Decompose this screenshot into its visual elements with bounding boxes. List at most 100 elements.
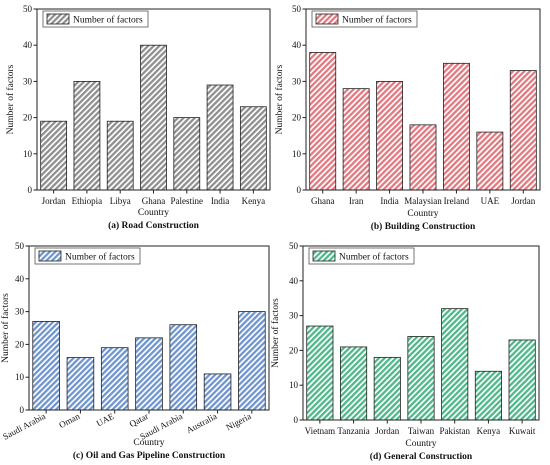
bar-1-1 xyxy=(40,120,68,191)
y-tick-label: 40 xyxy=(289,276,299,286)
bar-4-1 xyxy=(306,325,334,421)
y-tick-label: 20 xyxy=(23,113,33,123)
x-tick-label: Vietnam xyxy=(305,426,335,436)
y-tick-label: 0 xyxy=(297,185,302,195)
y-tick-label: 50 xyxy=(289,241,299,251)
x-axis-title: Country xyxy=(133,438,164,448)
y-axis-title: Number of factors xyxy=(270,298,281,368)
bar-3-1 xyxy=(32,321,60,411)
x-tick-label: Jordan xyxy=(511,196,535,206)
x-tick-label: Taiwan xyxy=(408,426,435,436)
x-tick-label: Saudi Arabia xyxy=(1,411,47,442)
x-axis-title: Country xyxy=(138,208,169,218)
chart-caption: (a) Road Construction xyxy=(108,220,199,231)
x-tick-label: Ghana xyxy=(311,196,335,206)
y-tick-label: 10 xyxy=(292,149,302,159)
bar-4-2 xyxy=(340,346,368,421)
bar-1-6 xyxy=(206,84,234,191)
bar-3-7 xyxy=(238,311,266,411)
bar-3-6 xyxy=(203,373,232,411)
x-tick-label: Nigeria xyxy=(224,411,253,433)
x-tick-label: Palestine xyxy=(171,196,204,206)
y-tick-label: 20 xyxy=(289,345,299,355)
x-tick-label: Ireland xyxy=(444,196,470,206)
bar-1-4 xyxy=(140,44,167,191)
y-axis-title: Number of factors xyxy=(5,64,16,134)
x-tick-label: Ghana xyxy=(142,196,166,206)
x-tick-label: India xyxy=(211,196,230,206)
y-tick-label: 50 xyxy=(15,241,25,251)
bar-4-3 xyxy=(373,356,401,421)
x-tick-label: Kuwait xyxy=(509,426,536,436)
bar-4-5 xyxy=(441,308,469,421)
x-tick-label: Jordan xyxy=(375,426,399,436)
x-tick-label: India xyxy=(380,196,399,206)
y-tick-label: 30 xyxy=(292,76,302,86)
bar-3-3 xyxy=(100,347,129,411)
bar-2-4 xyxy=(409,124,437,191)
y-tick-label: 30 xyxy=(23,76,33,86)
y-tick-label: 20 xyxy=(15,339,25,349)
bar-4-4 xyxy=(407,336,435,421)
x-axis-title: Country xyxy=(407,209,438,219)
bar-2-1 xyxy=(309,52,337,191)
chart-caption: (d) General Construction xyxy=(370,451,473,462)
y-tick-label: 0 xyxy=(28,185,33,195)
x-tick-label: Kenya xyxy=(477,426,501,436)
x-tick-label: UAE xyxy=(481,196,500,206)
y-tick-label: 0 xyxy=(294,415,299,425)
chart-panel-4: 0 10 20 30 40 50 Vietnam Tanzania Jordan Taiwan Pa… xyxy=(270,241,540,462)
x-axis-title: Country xyxy=(405,439,436,449)
x-tick-label: Pakistan xyxy=(439,426,470,436)
x-tick-label: Australia xyxy=(185,411,219,435)
bar-2-7 xyxy=(509,70,537,191)
chart-caption: (c) Oil and Gas Pipeline Construction xyxy=(73,450,226,461)
y-tick-label: 50 xyxy=(23,4,33,14)
bar-1-5 xyxy=(173,117,201,191)
x-tick-label: Iran xyxy=(349,196,364,206)
y-tick-label: 10 xyxy=(23,149,33,159)
y-tick-label: 20 xyxy=(292,113,302,123)
y-tick-label: 40 xyxy=(15,274,25,284)
legend-swatch xyxy=(38,250,62,262)
x-tick-label: Jordan xyxy=(42,196,66,206)
chart-panel-1: 0 10 20 30 40 50 Jordan Ethiopia Libya Ghana Pales… xyxy=(5,4,271,231)
bar-2-2 xyxy=(342,88,370,191)
y-tick-label: 40 xyxy=(292,40,302,50)
bar-1-7 xyxy=(239,106,267,191)
bar-4-7 xyxy=(508,339,536,421)
x-tick-label: Tanzania xyxy=(337,426,369,436)
legend-label: Number of factors xyxy=(342,15,412,26)
x-tick-label: Oman xyxy=(57,411,82,430)
y-axis-title: Number of factors xyxy=(274,64,285,134)
y-tick-label: 10 xyxy=(289,380,299,390)
bar-1-3 xyxy=(106,120,134,191)
y-tick-label: 40 xyxy=(23,40,33,50)
y-axis-title: Number of factors xyxy=(0,293,11,363)
x-tick-label: UAE xyxy=(95,411,116,429)
bar-3-4 xyxy=(135,337,163,411)
legend-swatch xyxy=(46,13,70,25)
legend-swatch xyxy=(315,13,339,25)
x-tick-label: Malaysian xyxy=(404,196,442,206)
y-tick-label: 30 xyxy=(289,311,299,321)
bar-1-2 xyxy=(73,81,101,191)
bar-4-6 xyxy=(474,370,502,421)
legend-label: Number of factors xyxy=(73,15,143,26)
bar-3-2 xyxy=(66,357,95,411)
legend-label: Number of factors xyxy=(65,252,135,263)
x-tick-label: Kenya xyxy=(242,196,266,206)
legend-label: Number of factors xyxy=(339,252,409,263)
y-tick-label: 50 xyxy=(292,4,302,14)
y-tick-label: 30 xyxy=(15,307,25,317)
bar-2-5 xyxy=(442,62,470,191)
bar-2-3 xyxy=(376,81,403,191)
bar-3-5 xyxy=(169,324,198,411)
y-tick-label: 0 xyxy=(20,405,25,415)
chart-caption: (b) Building Construction xyxy=(371,221,476,232)
chart-panel-2: 0 10 20 30 40 50 Ghana Iran India Malaysian Irelan… xyxy=(274,4,541,232)
x-tick-label: Libya xyxy=(110,196,131,206)
